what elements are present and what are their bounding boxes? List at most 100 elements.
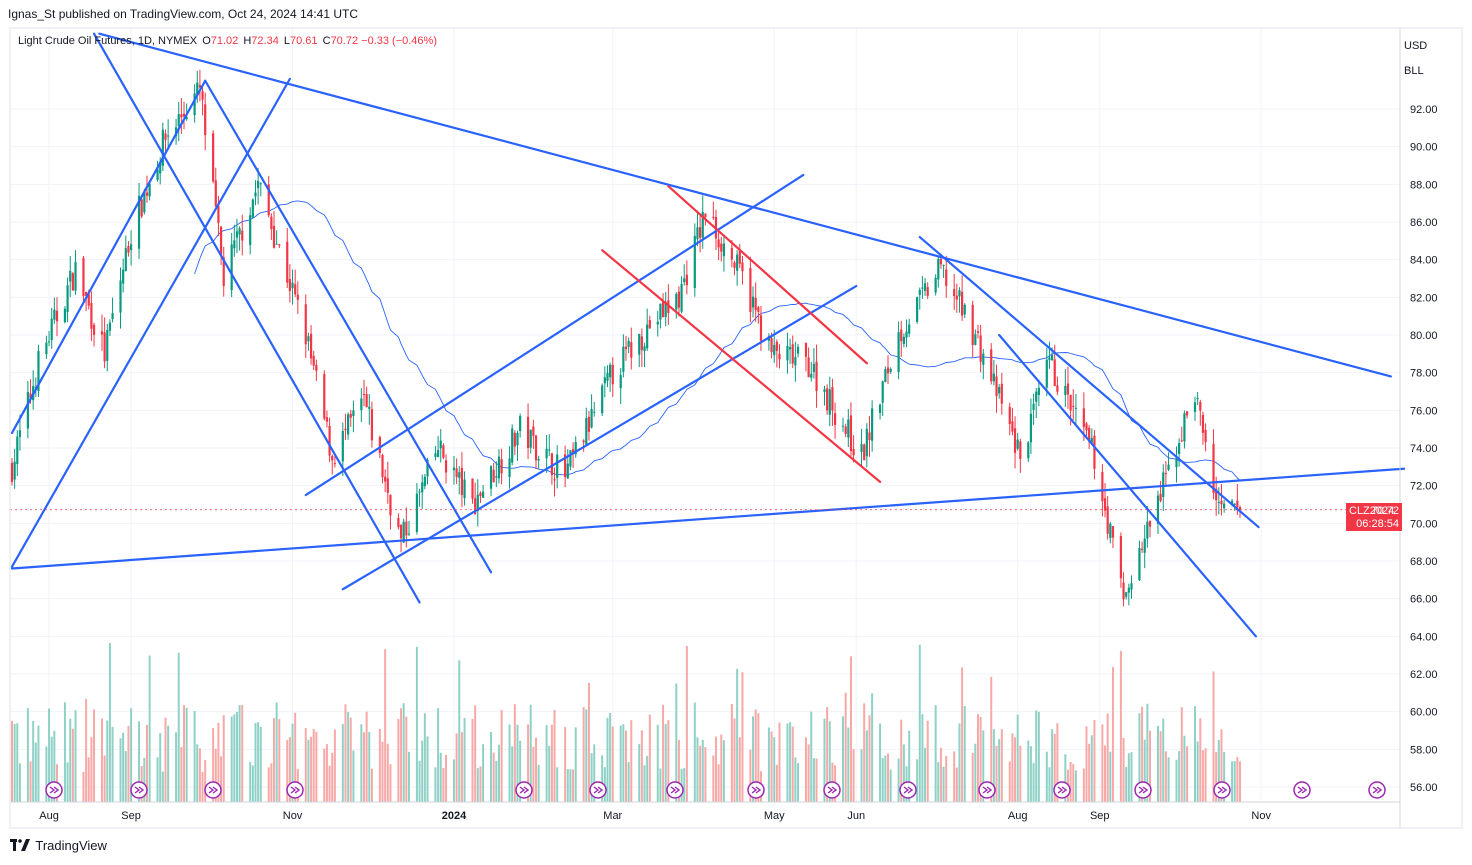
candle-body bbox=[659, 303, 662, 320]
close-value: 70.72 bbox=[330, 35, 359, 47]
volume-bar bbox=[238, 705, 241, 802]
dividend-event-icon[interactable] bbox=[45, 781, 63, 799]
dividend-event-icon[interactable] bbox=[515, 781, 533, 799]
candle-body bbox=[222, 257, 225, 287]
candle-body bbox=[368, 406, 371, 409]
dividend-event-icon[interactable] bbox=[589, 781, 607, 799]
volume-bar bbox=[741, 672, 744, 802]
volume-bar bbox=[1053, 733, 1056, 802]
candle-body bbox=[704, 213, 707, 218]
volume-bar bbox=[445, 754, 448, 802]
candle-body bbox=[897, 332, 900, 372]
trendline bbox=[601, 249, 882, 483]
volume-bar bbox=[333, 729, 336, 802]
dividend-event-icon[interactable] bbox=[1053, 781, 1071, 799]
event-markers[interactable] bbox=[45, 781, 1386, 799]
volume-bar bbox=[881, 758, 884, 802]
volume-bar bbox=[900, 719, 903, 802]
candle-body bbox=[550, 453, 553, 476]
volume-bar bbox=[942, 766, 945, 802]
trendline bbox=[92, 32, 421, 604]
y-tick-label: 74.00 bbox=[1410, 443, 1438, 455]
trendline bbox=[667, 185, 868, 365]
volume-bar bbox=[257, 722, 260, 802]
candle-body bbox=[119, 280, 122, 313]
volume-bar bbox=[842, 716, 845, 802]
candle-body bbox=[908, 324, 911, 334]
candle-body bbox=[751, 296, 755, 308]
dividend-event-icon[interactable] bbox=[666, 781, 684, 799]
candle-body bbox=[399, 524, 403, 539]
candle-body bbox=[582, 440, 585, 443]
volume-bar bbox=[175, 732, 178, 802]
candle-body bbox=[37, 350, 40, 392]
volume-bar bbox=[233, 714, 236, 802]
volume-bar bbox=[849, 656, 852, 802]
candle-body bbox=[923, 283, 927, 291]
candle-body bbox=[304, 304, 307, 345]
candle-body bbox=[1220, 500, 1223, 505]
volume-bar bbox=[220, 756, 223, 802]
volume-bar bbox=[164, 717, 167, 802]
volume-bar bbox=[180, 746, 183, 802]
candle-body bbox=[82, 258, 85, 296]
volume-bar bbox=[397, 718, 400, 802]
candle-body bbox=[815, 361, 818, 392]
volume-bar bbox=[958, 723, 961, 802]
y-tick-label: 66.00 bbox=[1410, 594, 1438, 606]
open-value: 71.02 bbox=[210, 35, 239, 47]
candle-body bbox=[953, 289, 956, 297]
open-label: O bbox=[202, 35, 211, 47]
volume-bar bbox=[185, 707, 188, 802]
candle-body bbox=[1167, 464, 1170, 470]
candle-body bbox=[921, 287, 924, 289]
dividend-event-icon[interactable] bbox=[747, 781, 765, 799]
volume-bar bbox=[497, 744, 500, 802]
volume-bar bbox=[378, 728, 381, 802]
dividend-event-icon[interactable] bbox=[1134, 781, 1152, 799]
dividend-event-icon[interactable] bbox=[286, 781, 304, 799]
volume-bar bbox=[48, 708, 51, 802]
volume-bar bbox=[1162, 718, 1165, 802]
volume-bar bbox=[315, 731, 318, 802]
volume-bar bbox=[1119, 650, 1122, 802]
dividend-event-icon[interactable] bbox=[823, 781, 841, 799]
volume-bar bbox=[45, 746, 48, 802]
close-label: C bbox=[322, 35, 331, 47]
volume-bar bbox=[773, 737, 776, 802]
currency-label[interactable]: USD bbox=[1404, 40, 1428, 52]
volume-bar bbox=[826, 707, 829, 802]
dividend-event-icon[interactable] bbox=[1368, 781, 1386, 799]
volume-bar bbox=[627, 762, 630, 802]
volume-bar bbox=[1146, 703, 1149, 802]
dividend-event-icon[interactable] bbox=[204, 781, 222, 799]
dividend-event-icon[interactable] bbox=[1293, 781, 1311, 799]
volume-bar bbox=[667, 720, 670, 802]
volume-bar bbox=[1141, 706, 1144, 802]
trendlines[interactable] bbox=[10, 32, 1406, 638]
dividend-event-icon[interactable] bbox=[978, 781, 996, 799]
volume-bar bbox=[1159, 731, 1162, 802]
candle-body bbox=[436, 449, 440, 457]
unit-selector[interactable]: USD BLL bbox=[1404, 34, 1427, 84]
volume-bar bbox=[757, 713, 760, 802]
dividend-event-icon[interactable] bbox=[1213, 781, 1231, 799]
volume-bar bbox=[482, 744, 485, 802]
volume-bar bbox=[204, 759, 207, 802]
candle-body bbox=[349, 413, 352, 418]
volume-bar bbox=[455, 733, 458, 802]
unit-label[interactable]: BLL bbox=[1404, 65, 1424, 77]
brand[interactable]: TradingView bbox=[10, 838, 107, 853]
candle-body bbox=[386, 478, 389, 493]
dividend-event-icon[interactable] bbox=[130, 781, 148, 799]
volume-bar bbox=[847, 727, 850, 802]
candle-body bbox=[553, 479, 556, 481]
bar-countdown: 06:28:54 bbox=[1356, 518, 1399, 530]
candle-body bbox=[143, 192, 146, 213]
candle-body bbox=[611, 364, 614, 385]
volume-bar bbox=[619, 725, 622, 802]
dividend-event-icon[interactable] bbox=[899, 781, 917, 799]
x-tick-label: Jun bbox=[847, 810, 865, 822]
volume-bar bbox=[13, 724, 16, 802]
